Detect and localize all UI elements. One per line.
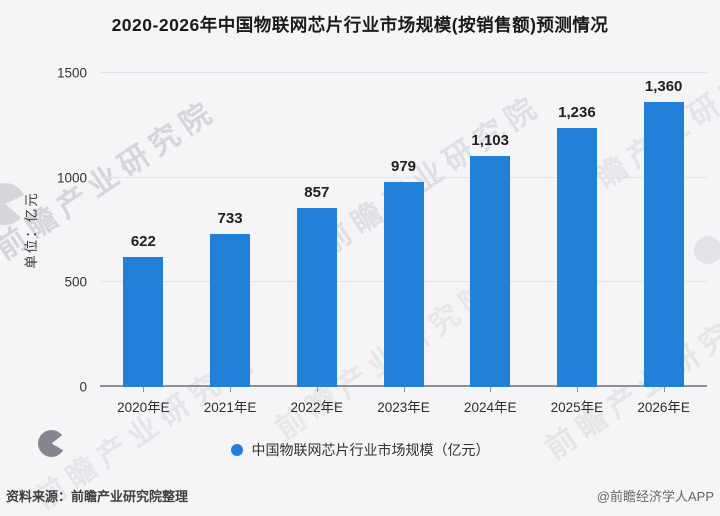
bar-2024年E bbox=[470, 156, 511, 387]
x-tick-label-2021年E: 2021年E bbox=[203, 400, 257, 415]
x-tick-2022年E bbox=[316, 387, 318, 392]
legend-label: 中国物联网芯片行业市场规模（亿元） bbox=[251, 442, 490, 458]
y-tick-label-1500: 1500 bbox=[56, 65, 87, 81]
value-label-2023年E: 979 bbox=[390, 158, 417, 176]
value-label-2024年E: 1,103 bbox=[471, 132, 509, 150]
value-label-2020年E: 622 bbox=[130, 232, 156, 250]
bar-2023年E bbox=[383, 182, 424, 387]
chart-title: 2020-2026年中国物联网芯片行业市场规模(按销售额)预测情况 bbox=[111, 15, 609, 35]
value-label-2022年E: 857 bbox=[304, 183, 330, 201]
x-tick-2025年E bbox=[576, 387, 578, 392]
x-tick-label-2022年E: 2022年E bbox=[290, 400, 344, 415]
value-label-2026年E: 1,360 bbox=[644, 78, 683, 96]
x-tick-2026年E bbox=[663, 387, 665, 392]
plot-area: 0 500 1000 1500 622 2020年E 733 2021年E 857 2022年E 9… bbox=[57, 66, 707, 415]
legend: 中国物联网芯片行业市场规模（亿元） bbox=[0, 440, 720, 460]
bar-2021年E bbox=[210, 233, 251, 387]
x-tick-2023年E bbox=[403, 387, 405, 392]
value-label-2021年E: 733 bbox=[217, 209, 243, 227]
x-tick-2024年E bbox=[490, 387, 492, 392]
value-label-2025年E: 1,236 bbox=[558, 104, 596, 122]
y-tick-label-1000: 1000 bbox=[56, 170, 87, 186]
y-tick-label-0: 0 bbox=[79, 379, 87, 395]
y-axis-label: 单位：亿元 bbox=[24, 191, 39, 269]
x-tick-2021年E bbox=[230, 387, 232, 392]
source-note: 资料来源：前瞻产业研究院整理 bbox=[6, 489, 189, 504]
bar-2020年E bbox=[123, 256, 164, 387]
gridline-1500 bbox=[100, 72, 707, 73]
legend-marker-dot bbox=[230, 444, 243, 456]
bar-2025年E bbox=[556, 128, 597, 387]
bar-2022年E bbox=[296, 207, 337, 387]
bar-2026年E bbox=[643, 102, 684, 387]
footer: 资料来源：前瞻产业研究院整理 @前瞻经济学人APP bbox=[6, 486, 714, 505]
x-tick-label-2025年E: 2025年E bbox=[550, 400, 604, 415]
y-tick-label-500: 500 bbox=[64, 274, 87, 290]
gridline-1000 bbox=[100, 176, 707, 178]
brand-credit: @前瞻经济学人APP bbox=[596, 489, 714, 504]
x-tick-label-2026年E: 2026年E bbox=[637, 400, 690, 415]
x-tick-label-2024年E: 2024年E bbox=[463, 400, 517, 415]
x-tick-2020年E bbox=[143, 387, 145, 392]
x-tick-label-2020年E: 2020年E bbox=[117, 400, 170, 415]
x-tick-label-2023年E: 2023年E bbox=[377, 400, 430, 415]
